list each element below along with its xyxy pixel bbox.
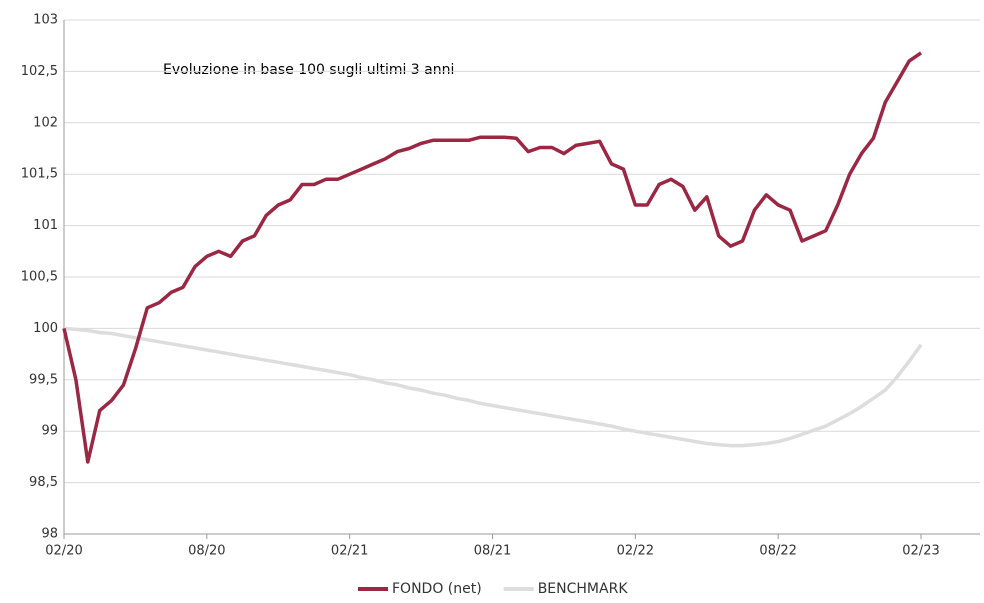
annotation: Evoluzione in base 100 sugli ultimi 3 an…	[163, 62, 454, 78]
x-tick-label: 02/22	[617, 544, 654, 559]
x-tick-label: 08/22	[759, 544, 796, 559]
y-tick-label: 98	[41, 527, 58, 542]
series-line	[62, 51, 922, 464]
y-tick-label: 101,5	[21, 167, 58, 182]
y-tick-label: 100,5	[21, 270, 58, 285]
legend-label: BENCHMARK	[538, 581, 629, 597]
y-tick-label: 102,5	[21, 64, 58, 79]
y-tick-label: 101	[33, 218, 58, 233]
y-tick-label: 103	[33, 13, 58, 28]
series-line	[63, 326, 923, 448]
x-tick-label: 02/23	[902, 544, 939, 559]
x-tick-label: 02/21	[331, 544, 368, 559]
y-tick-label: 99	[41, 424, 58, 439]
x-tick-label: 08/20	[188, 544, 225, 559]
y-tick-label: 100	[33, 321, 58, 336]
y-tick-label: 98,5	[29, 475, 58, 490]
x-tick-label: 08/21	[474, 544, 511, 559]
x-tick-label: 02/20	[45, 544, 82, 559]
legend-label: FONDO (net)	[392, 581, 482, 597]
y-tick-label: 102	[33, 115, 58, 130]
y-tick-label: 99,5	[29, 372, 58, 387]
